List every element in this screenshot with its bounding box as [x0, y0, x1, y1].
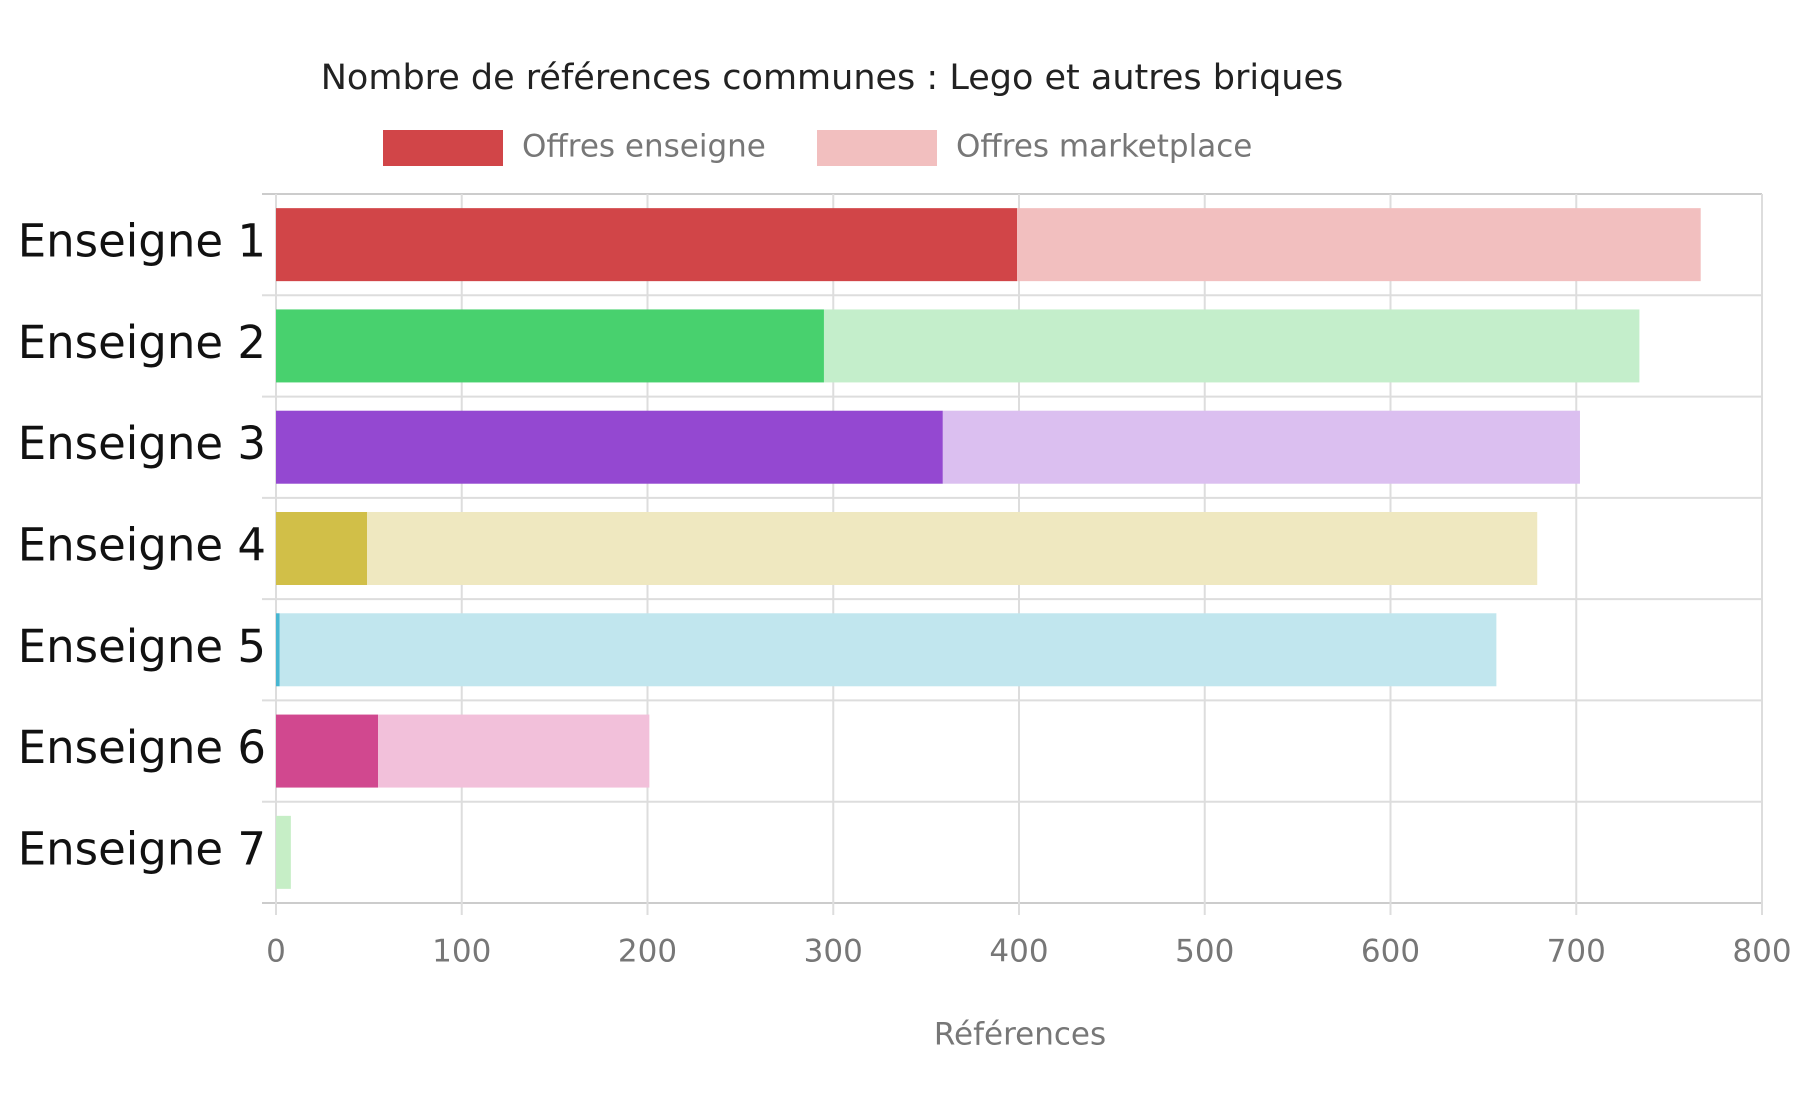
y-tick-label: Enseigne 4 [18, 519, 266, 572]
bar-segment [276, 613, 280, 687]
x-tick-label: 400 [989, 934, 1048, 970]
bar-segment [276, 309, 824, 383]
bar-segment [367, 512, 1538, 585]
bar-segment [276, 815, 291, 889]
y-tick-label: Enseigne 6 [18, 721, 266, 774]
bar-segment [276, 410, 943, 484]
x-tick-label: 200 [618, 934, 677, 970]
bar-segment [823, 309, 1640, 383]
y-tick-label: Enseigne 5 [18, 620, 266, 673]
legend-label: Offres enseigne [522, 129, 766, 165]
x-tick-label: 500 [1175, 934, 1234, 970]
bar-segment [276, 512, 368, 585]
y-tick-label: Enseigne 2 [18, 316, 266, 369]
x-tick-label: 0 [266, 934, 286, 970]
legend-label: Offres marketplace [956, 129, 1252, 165]
x-axis-title: Références [934, 1017, 1106, 1053]
bar-segment [942, 410, 1580, 484]
legend-swatch [383, 130, 503, 166]
bar-segment [276, 714, 379, 788]
x-tick-label: 100 [432, 934, 491, 970]
y-tick-label: Enseigne 1 [18, 215, 266, 268]
bar-segment [279, 613, 1497, 687]
x-tick-label: 600 [1361, 934, 1420, 970]
y-tick-label: Enseigne 7 [18, 822, 266, 875]
x-tick-label: 700 [1547, 934, 1606, 970]
bar-segment [276, 208, 1018, 282]
bar-segment [1017, 208, 1701, 282]
bar-segment [378, 714, 650, 788]
legend-swatch [817, 130, 937, 166]
y-tick-label: Enseigne 3 [18, 417, 266, 470]
chart-title: Nombre de références communes : Lego et … [321, 58, 1344, 98]
x-tick-label: 300 [804, 934, 863, 970]
x-tick-label: 800 [1732, 934, 1791, 970]
